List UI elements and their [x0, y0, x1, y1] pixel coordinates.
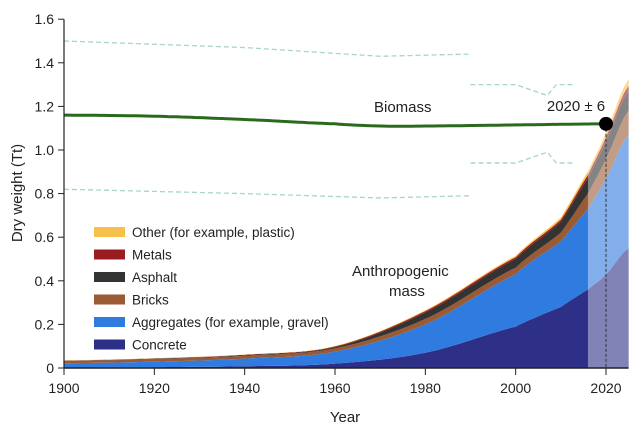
legend-swatch [94, 249, 125, 260]
x-tick-label: 2000 [500, 380, 531, 396]
x-tick-label: 1900 [48, 380, 79, 396]
projection-shade [587, 62, 629, 369]
area-concrete [64, 248, 629, 368]
legend-label: Metals [132, 248, 172, 263]
legend-label: Aggregates (for example, gravel) [132, 315, 329, 330]
y-tick-label: 0.6 [35, 229, 55, 245]
uncertainty-upper-early [63, 40, 471, 57]
x-tick-label: 1980 [410, 380, 441, 396]
legend-label: Other (for example, plastic) [132, 225, 295, 240]
x-tick-label: 2020 [590, 380, 621, 396]
stacked-areas [64, 79, 629, 368]
anthropogenic-label: Anthropogenic [352, 263, 449, 280]
uncertainty-lower-early [63, 188, 471, 199]
legend-label: Asphalt [132, 270, 177, 285]
y-tick-label: 0.8 [35, 186, 55, 202]
y-tick-label: 0.4 [35, 273, 55, 289]
legend-label: Bricks [132, 293, 169, 308]
y-tick-label: 1.2 [35, 98, 55, 114]
x-axis-label: Year [330, 409, 360, 426]
legend-swatch [94, 339, 125, 350]
biomass-uncertainty [63, 40, 575, 199]
legend: Other (for example, plastic) Metals Asphal… [94, 225, 329, 353]
y-tick-label: 0.2 [35, 316, 55, 332]
y-tick-label: 1.4 [35, 55, 55, 71]
biomass-line [64, 113, 607, 128]
legend-swatch [94, 227, 125, 237]
x-tick-label: 1920 [139, 380, 170, 396]
y-tick-label: 1.6 [35, 11, 55, 27]
legend-swatch [94, 317, 125, 327]
biomass-label: Biomass [374, 99, 432, 116]
y-axis-label: Dry weight (Tt) [9, 144, 26, 242]
legend-swatch [94, 272, 125, 282]
area-aggregates [64, 134, 629, 368]
legend-label: Concrete [132, 338, 187, 353]
axes: 0 0.2 0.4 0.6 0.8 1.0 1.2 1.4 1.6 1900 1920 1940 196… [35, 11, 629, 396]
legend-swatch [94, 294, 125, 305]
uncertainty-upper-late [470, 83, 575, 97]
x-tick-label: 1940 [229, 380, 260, 396]
crossover-label: 2020 ± 6 [547, 98, 605, 115]
x-tick-label: 1960 [319, 380, 350, 396]
y-tick-label: 1.0 [35, 142, 55, 158]
crossover-point [599, 116, 613, 131]
uncertainty-lower-late [470, 151, 575, 164]
anthropogenic-label-2: mass [389, 283, 425, 300]
y-tick-label: 0 [46, 360, 54, 376]
